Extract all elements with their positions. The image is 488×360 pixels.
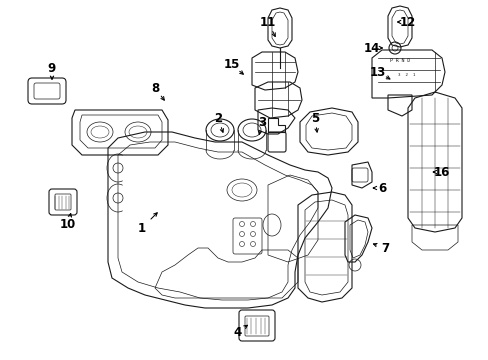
Text: 4: 4 bbox=[233, 325, 242, 338]
Text: 7: 7 bbox=[380, 242, 388, 255]
Text: 3: 3 bbox=[257, 116, 265, 129]
Text: 15: 15 bbox=[224, 58, 240, 72]
Text: 9: 9 bbox=[48, 62, 56, 75]
Text: P R N D: P R N D bbox=[389, 58, 409, 63]
Text: 6: 6 bbox=[377, 181, 386, 194]
Text: 2: 2 bbox=[214, 112, 222, 125]
Text: 11: 11 bbox=[259, 15, 276, 28]
Text: 12: 12 bbox=[399, 15, 415, 28]
Text: 3  2  1: 3 2 1 bbox=[397, 73, 415, 77]
Text: 13: 13 bbox=[369, 66, 386, 78]
Text: 10: 10 bbox=[60, 219, 76, 231]
Text: 14: 14 bbox=[363, 41, 379, 54]
Text: 8: 8 bbox=[151, 81, 159, 94]
Text: 5: 5 bbox=[310, 112, 319, 125]
Text: 16: 16 bbox=[433, 166, 449, 179]
Text: 1: 1 bbox=[138, 221, 146, 234]
